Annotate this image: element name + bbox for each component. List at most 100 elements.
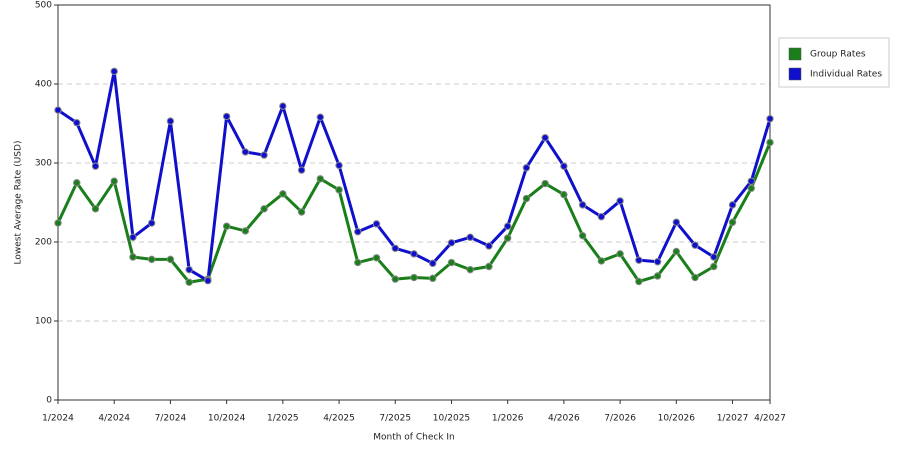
data-point — [766, 115, 774, 123]
data-point — [447, 258, 456, 267]
data-point — [429, 259, 437, 268]
data-point — [297, 166, 306, 174]
data-point — [222, 112, 231, 121]
data-point — [279, 190, 287, 198]
data-point — [316, 113, 325, 121]
data-point — [391, 244, 399, 253]
x-tick-label: 4/2025 — [323, 414, 355, 424]
data-point — [691, 273, 699, 282]
data-point — [204, 277, 212, 285]
data-point — [560, 162, 568, 170]
data-point — [129, 233, 137, 241]
data-point — [503, 234, 512, 242]
data-point — [166, 255, 175, 264]
data-point — [166, 117, 175, 125]
data-point — [110, 177, 118, 185]
x-tick-label: 4/2027 — [754, 414, 786, 424]
y-tick-label: 0 — [46, 396, 52, 406]
data-point — [485, 242, 493, 250]
data-point — [672, 247, 681, 256]
data-point — [616, 197, 624, 205]
x-tick-label: 7/2025 — [379, 414, 411, 424]
data-point — [354, 258, 362, 267]
data-point — [466, 233, 474, 241]
data-point — [241, 227, 250, 235]
data-point — [578, 231, 587, 240]
plot-area — [58, 5, 770, 400]
data-point — [316, 175, 325, 183]
data-point — [410, 273, 418, 282]
data-point — [522, 194, 531, 203]
data-point — [653, 272, 662, 280]
x-tick-label: 4/2024 — [98, 414, 130, 424]
x-tick-label: 7/2026 — [604, 414, 636, 424]
data-point — [522, 164, 531, 172]
data-point — [503, 222, 512, 230]
data-point — [466, 265, 474, 274]
data-point — [635, 277, 643, 286]
y-tick-label: 300 — [35, 159, 52, 169]
data-point — [672, 218, 681, 226]
data-point — [147, 219, 156, 227]
data-point — [372, 220, 381, 228]
legend-label: Group Rates — [810, 50, 866, 60]
data-point — [260, 151, 268, 159]
x-tick-label: 1/2024 — [42, 414, 74, 424]
data-point — [354, 228, 362, 236]
data-point — [335, 186, 343, 194]
data-point — [597, 213, 606, 221]
data-point — [728, 218, 737, 226]
data-point — [728, 201, 737, 209]
data-point — [410, 250, 418, 258]
data-point — [710, 253, 718, 261]
plot-frame — [57, 4, 771, 401]
x-tick-label: 10/2025 — [433, 414, 470, 424]
x-tick-label: 7/2024 — [155, 414, 187, 424]
data-point — [54, 219, 62, 227]
data-point — [129, 253, 137, 261]
data-point — [710, 262, 718, 271]
data-point — [447, 239, 456, 247]
data-point — [485, 262, 493, 271]
data-point — [54, 106, 62, 114]
x-tick-label: 10/2024 — [208, 414, 246, 424]
data-point — [653, 258, 662, 266]
data-point — [91, 205, 100, 213]
x-tick-label: 1/2026 — [492, 414, 524, 424]
data-point — [541, 179, 549, 188]
x-tick-label: 10/2026 — [658, 414, 696, 424]
data-point — [747, 177, 755, 185]
legend-swatch — [788, 47, 802, 61]
data-point — [260, 205, 268, 213]
x-tick-label: 1/2027 — [717, 414, 749, 424]
data-point — [560, 190, 568, 199]
x-axis-label: Month of Check In — [373, 433, 455, 443]
x-tick-label: 4/2026 — [548, 414, 580, 424]
data-point — [391, 275, 399, 283]
data-point — [335, 161, 343, 170]
data-point — [597, 257, 606, 265]
y-tick-label: 500 — [35, 1, 52, 11]
data-point — [691, 241, 699, 249]
data-point — [578, 201, 587, 209]
y-tick-label: 200 — [35, 238, 52, 248]
data-point — [616, 250, 624, 258]
x-tick-label: 1/2025 — [267, 414, 299, 424]
data-point — [147, 255, 156, 264]
data-point — [91, 162, 100, 170]
data-point — [297, 208, 306, 216]
data-point — [747, 184, 755, 192]
data-point — [766, 138, 774, 147]
data-point — [635, 256, 643, 264]
data-point — [185, 278, 193, 286]
legend-label: Individual Rates — [810, 70, 882, 80]
y-tick-label: 100 — [35, 317, 52, 327]
legend-swatch — [788, 67, 802, 81]
data-point — [241, 148, 250, 156]
data-point — [73, 179, 81, 187]
data-point — [279, 102, 287, 110]
data-point — [541, 134, 549, 142]
data-point — [429, 274, 437, 283]
data-point — [222, 222, 231, 230]
